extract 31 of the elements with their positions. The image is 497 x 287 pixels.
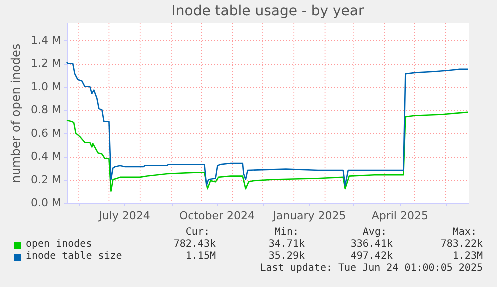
text: 1.15M bbox=[186, 251, 216, 263]
text: Avg: bbox=[362, 227, 387, 239]
text: Min: bbox=[274, 227, 299, 239]
y-tick-label: 0.4 M bbox=[31, 150, 62, 164]
y-axis-title: number of open inodes bbox=[9, 44, 24, 184]
x-tick-label: January 2025 bbox=[272, 210, 346, 222]
y-tick-label: 1.0 M bbox=[31, 80, 62, 94]
text: 783.22k bbox=[440, 239, 483, 251]
y-tick-label: 0.2 M bbox=[31, 173, 62, 186]
chart-title: Inode table usage - by year bbox=[172, 4, 364, 20]
x-tick-label: April 2025 bbox=[372, 210, 428, 222]
text: Max: bbox=[452, 227, 477, 239]
text: 1.23M bbox=[452, 251, 483, 263]
text: 336.41k bbox=[350, 239, 393, 251]
line-series bbox=[66, 62, 469, 186]
y-tick-label: 0.6 M bbox=[31, 126, 62, 140]
text: 782.43k bbox=[174, 239, 216, 251]
y-tick-label: 0.8 M bbox=[31, 104, 62, 117]
y-tick-label: 1.4 M bbox=[31, 34, 62, 47]
text: 34.71k bbox=[268, 239, 305, 251]
x-tick-label: October 2024 bbox=[179, 210, 256, 222]
text: Cur: bbox=[186, 227, 210, 239]
y-tick-label: 1.2 M bbox=[31, 57, 62, 70]
text: 497.42k bbox=[350, 251, 393, 263]
legend-label: inode table size bbox=[26, 251, 122, 263]
y-tick-label: 0.0 M bbox=[31, 196, 62, 210]
line-series bbox=[66, 112, 469, 192]
text: 35.29k bbox=[268, 251, 305, 263]
x-tick-label: July 2024 bbox=[98, 210, 150, 222]
text: Last update: Tue Jun 24 01:00:05 2025 bbox=[260, 263, 483, 275]
legend-label: open inodes bbox=[26, 239, 92, 251]
